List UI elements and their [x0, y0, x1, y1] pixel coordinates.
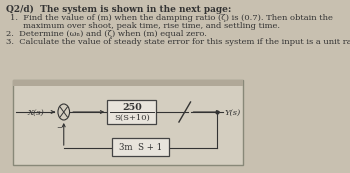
FancyBboxPatch shape: [13, 80, 243, 86]
Text: Y(s): Y(s): [225, 109, 241, 117]
FancyBboxPatch shape: [107, 100, 156, 124]
Text: 3m  S + 1: 3m S + 1: [119, 143, 162, 152]
FancyBboxPatch shape: [112, 138, 169, 156]
Text: 3.  Calculate the value of steady state error for this system if the input is a : 3. Calculate the value of steady state e…: [6, 38, 350, 46]
FancyBboxPatch shape: [13, 80, 243, 165]
Text: S(S+10): S(S+10): [114, 114, 150, 122]
Text: −: −: [56, 124, 62, 132]
Text: 1.  Find the value of (m) when the damping ratio (ζ) is (0.7). Then obtain the: 1. Find the value of (m) when the dampin…: [10, 14, 333, 22]
Text: maximum over shoot, peak time, rise time, and settling time.: maximum over shoot, peak time, rise time…: [10, 22, 280, 30]
Text: X(s): X(s): [28, 109, 44, 117]
Text: Q2/d)  The system is shown in the next page:: Q2/d) The system is shown in the next pa…: [6, 5, 231, 14]
Text: 2.  Determine (ωₙ) and (ζ) when (m) equal zero.: 2. Determine (ωₙ) and (ζ) when (m) equal…: [6, 30, 206, 38]
Text: 250: 250: [122, 103, 142, 112]
